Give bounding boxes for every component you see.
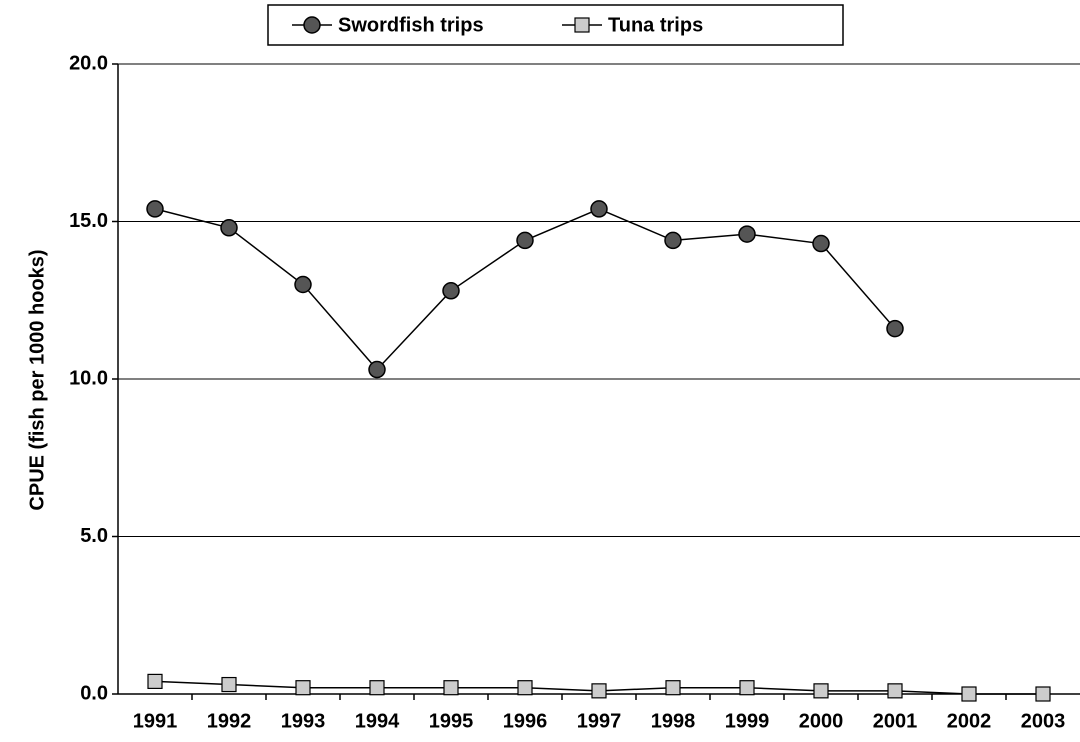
data-point bbox=[368, 360, 386, 379]
x-tick-label: 1994 bbox=[355, 710, 400, 732]
data-point bbox=[739, 680, 755, 696]
x-tick-label: 2002 bbox=[947, 710, 992, 732]
legend bbox=[267, 4, 844, 46]
data-point bbox=[738, 225, 756, 243]
y-tick-label: 0.0 bbox=[80, 682, 108, 704]
data-point bbox=[220, 219, 238, 237]
data-point bbox=[886, 319, 904, 338]
data-point bbox=[295, 680, 311, 696]
data-point bbox=[590, 200, 608, 218]
x-tick-label: 1991 bbox=[133, 710, 178, 732]
x-tick-label: 1992 bbox=[207, 710, 252, 732]
data-point bbox=[516, 231, 534, 250]
data-point bbox=[813, 683, 829, 699]
data-point bbox=[442, 282, 460, 300]
x-tick-label: 1993 bbox=[281, 710, 326, 732]
data-point bbox=[887, 683, 903, 699]
data-point bbox=[961, 686, 977, 702]
y-tick-label: 20.0 bbox=[69, 52, 108, 74]
x-tick-label: 1998 bbox=[651, 710, 696, 732]
legend-label: Tuna trips bbox=[608, 14, 703, 36]
y-tick-label: 15.0 bbox=[69, 210, 108, 232]
data-point bbox=[1035, 686, 1051, 702]
x-tick-label: 1997 bbox=[577, 710, 622, 732]
x-tick-label: 1995 bbox=[429, 710, 474, 732]
data-point bbox=[591, 683, 607, 699]
y-tick-label: 10.0 bbox=[69, 367, 108, 389]
x-tick-label: 2001 bbox=[873, 710, 918, 732]
x-tick-label: 1999 bbox=[725, 710, 770, 732]
data-point bbox=[664, 231, 682, 250]
data-point bbox=[665, 680, 681, 696]
x-tick-label: 1996 bbox=[503, 710, 548, 732]
data-point bbox=[221, 676, 237, 693]
data-point bbox=[517, 680, 533, 696]
y-axis-label: CPUE (fish per 1000 hooks) bbox=[26, 249, 48, 510]
x-tick-label: 2000 bbox=[799, 710, 844, 732]
data-point bbox=[146, 200, 164, 218]
data-point bbox=[147, 673, 163, 690]
legend-marker bbox=[303, 16, 321, 34]
legend-label: Swordfish trips bbox=[338, 14, 484, 36]
data-point bbox=[812, 234, 830, 253]
y-tick-label: 5.0 bbox=[80, 525, 108, 547]
data-point bbox=[294, 275, 312, 294]
data-point bbox=[443, 680, 459, 696]
x-tick-label: 2003 bbox=[1021, 710, 1066, 732]
data-point bbox=[369, 680, 385, 696]
legend-marker bbox=[574, 17, 590, 33]
